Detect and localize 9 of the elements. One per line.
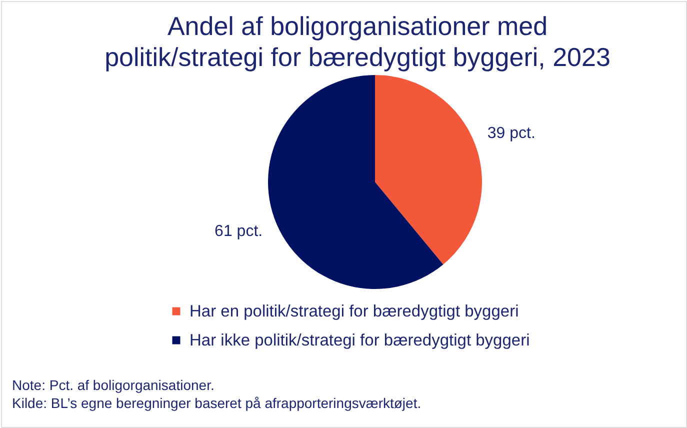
data-label: 61 pct. <box>214 223 263 240</box>
pie-slice <box>268 75 444 289</box>
data-label: 39 pct. <box>487 124 536 142</box>
pie-slice <box>375 75 482 264</box>
legend-label: Har ikke politik/strategi for bæredygtigt byggeri <box>190 331 530 350</box>
text: Kilde: BL’s egne beregninger baseret på afrapporteringsværktøjet. <box>12 395 422 411</box>
chart-title: Andel af boligorganisationer med politik/strategi for bæredygtigt byggeri, 2023 <box>104 11 610 72</box>
legend-label: Har en politik/strategi for bæredygtigt byggeri <box>190 302 519 320</box>
text: Note: Pct. af boligorganisationer. <box>12 377 214 393</box>
